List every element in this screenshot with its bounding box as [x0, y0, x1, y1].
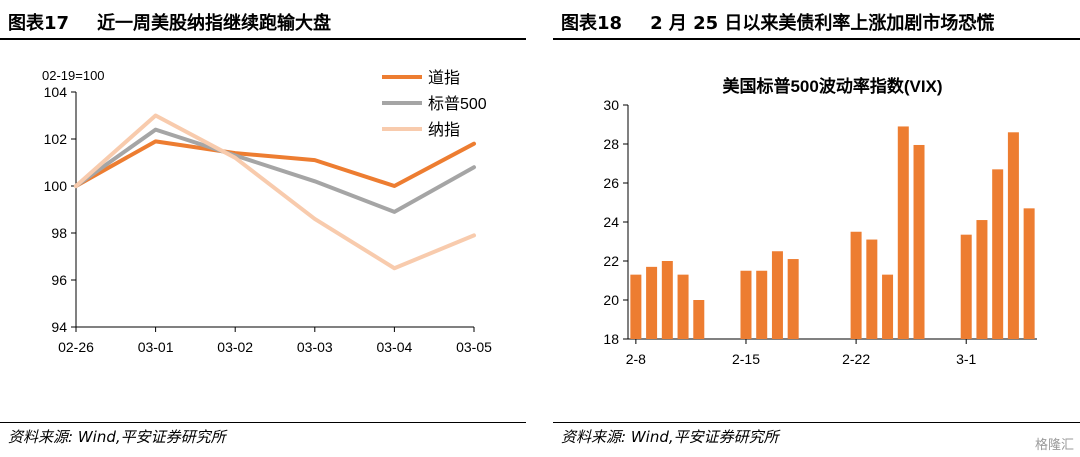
- right-figure-heading: 图表18 2 月 25 日以来美债利率上涨加剧市场恐慌: [561, 9, 994, 35]
- right-bar-2: [661, 261, 673, 339]
- left-y-tick-label: 102: [44, 131, 68, 147]
- right-chart-title: 美国标普500波动率指数(VIX): [722, 76, 942, 96]
- right-source-rule: [553, 422, 1080, 423]
- right-x-tick-label: 3-1: [956, 351, 976, 367]
- right-bar-6: [756, 270, 768, 339]
- right-bar-18: [1023, 208, 1035, 339]
- right-bar-10: [866, 239, 878, 339]
- right-bar-3: [677, 274, 689, 339]
- watermark-logo: 格隆汇: [1034, 438, 1074, 453]
- left-x-tick-label: 03-03: [297, 339, 333, 355]
- left-series-line-0: [74, 139, 476, 188]
- right-figure-number: 图表18: [561, 13, 623, 34]
- left-legend-label-1: 标普500: [428, 95, 487, 113]
- right-bar-5: [740, 270, 752, 339]
- right-bar-17: [1007, 132, 1019, 339]
- right-bar-8: [787, 259, 799, 339]
- right-bar-14: [960, 234, 972, 339]
- right-bar-4: [693, 300, 705, 339]
- right-x-tick-label: 2-15: [732, 351, 760, 367]
- right-bar-15: [976, 220, 988, 339]
- left-figure-number: 图表17: [8, 13, 70, 34]
- left-y-tick-label: 94: [51, 319, 67, 335]
- left-source-note: 资料来源: Wind,平安证券研究所: [8, 428, 226, 446]
- left-y-tick-label: 96: [51, 272, 67, 288]
- left-x-tick-label: 03-02: [217, 339, 253, 355]
- right-bar-9: [850, 231, 862, 339]
- left-y-tick-label: 100: [44, 178, 68, 194]
- right-bar-11: [882, 274, 894, 339]
- left-x-tick-label: 02-26: [58, 339, 94, 355]
- left-figure-title: 近一周美股纳指继续跑输大盘: [97, 13, 332, 34]
- left-y-tick-label: 104: [44, 84, 68, 100]
- right-bar-16: [992, 169, 1004, 339]
- left-source-rule: [0, 422, 526, 423]
- right-source-note: 资料来源: Wind,平安证券研究所: [561, 428, 779, 446]
- right-y-tick-label: 30: [603, 97, 619, 113]
- left-y-tick-label: 98: [51, 225, 67, 241]
- right-bar-chart: 美国标普500波动率指数(VIX) 18 20 22 24 26 28 30 2-8 2-15 2-…: [603, 76, 1037, 367]
- right-title-rule: [553, 38, 1080, 40]
- left-line-chart: 94 96 98 100 102 104 02-26 03-01 03-02 03-03 03-04…: [42, 68, 492, 355]
- right-figure-panel: 图表18 2 月 25 日以来美债利率上涨加剧市场恐慌 美国标普500波动率指数(…: [553, 0, 1080, 457]
- left-figure-panel: 图表17 近一周美股纳指继续跑输大盘 94 96 98 100 102 104 02-26 03…: [0, 0, 526, 457]
- left-series-line-1: [74, 127, 476, 214]
- left-legend-label-2: 纳指: [428, 121, 460, 139]
- left-x-tick-label: 03-04: [376, 339, 412, 355]
- right-y-tick-label: 18: [603, 331, 619, 347]
- left-unit-note: 02-19=100: [42, 68, 105, 83]
- right-bar-13: [913, 144, 925, 339]
- right-x-tick-label: 2-22: [842, 351, 870, 367]
- right-y-tick-label: 26: [603, 175, 619, 191]
- right-bar-0: [630, 274, 642, 339]
- left-title-rule: [0, 38, 526, 40]
- right-bar-1: [646, 266, 658, 339]
- left-x-tick-label: 03-01: [138, 339, 174, 355]
- left-x-tick-label: 03-05: [456, 339, 492, 355]
- right-y-tick-label: 28: [603, 136, 619, 152]
- right-x-tick-label: 2-8: [626, 351, 646, 367]
- right-y-tick-label: 24: [603, 214, 619, 230]
- left-legend-label-0: 道指: [428, 69, 460, 87]
- right-figure-title: 2 月 25 日以来美债利率上涨加剧市场恐慌: [650, 13, 995, 34]
- right-bar-7: [771, 251, 783, 339]
- left-figure-heading: 图表17 近一周美股纳指继续跑输大盘: [8, 9, 331, 35]
- right-y-tick-label: 22: [603, 253, 619, 269]
- right-bar-12: [897, 126, 909, 339]
- right-y-tick-label: 20: [603, 292, 619, 308]
- left-series-line-2: [74, 113, 476, 271]
